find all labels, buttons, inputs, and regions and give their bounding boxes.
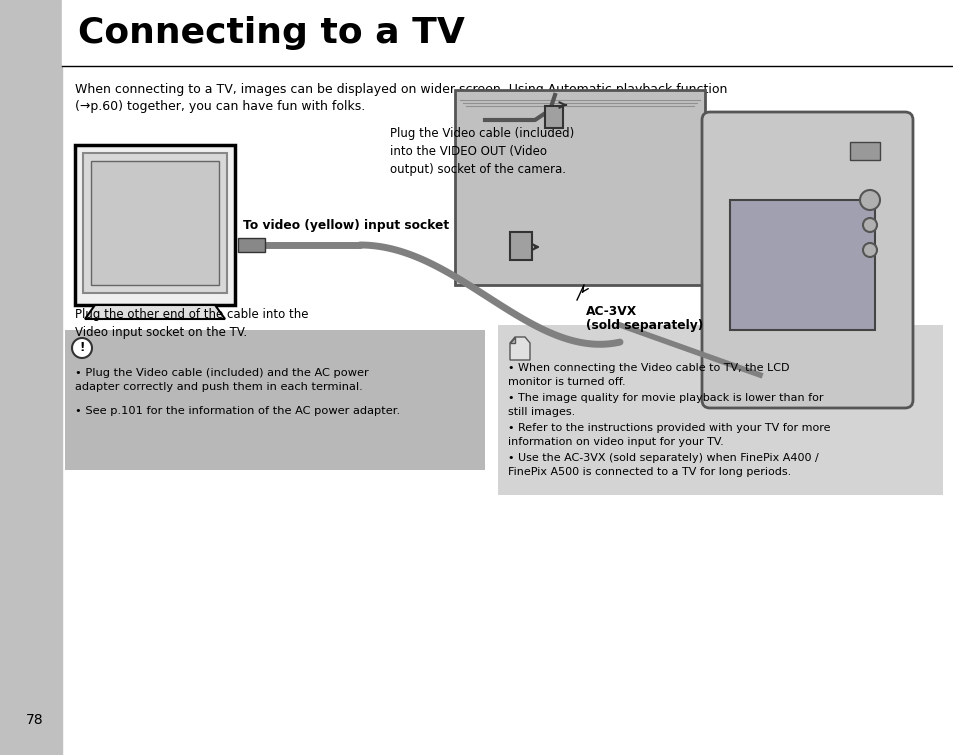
Text: 78: 78 [26, 713, 44, 727]
Circle shape [859, 190, 879, 210]
Polygon shape [85, 305, 225, 319]
Bar [62, 0, 953, 65]
Bar [544, 106, 562, 128]
Bar [75, 145, 234, 305]
Circle shape [71, 338, 91, 358]
Text: To video (yellow) input socket: To video (yellow) input socket [243, 218, 449, 232]
Bar [729, 200, 874, 330]
FancyBboxPatch shape [701, 112, 912, 408]
Bar [849, 142, 879, 160]
Polygon shape [510, 337, 530, 360]
Bar [455, 90, 704, 285]
Bar [83, 153, 227, 293]
Text: Plug the other end of the cable into the
Video input socket on the TV.: Plug the other end of the cable into the… [75, 308, 308, 339]
Text: !: ! [79, 341, 85, 355]
Text: • See p.101 for the information of the AC power adapter.: • See p.101 for the information of the A… [75, 406, 399, 416]
Polygon shape [510, 337, 515, 343]
Circle shape [862, 218, 876, 232]
Bar [65, 330, 484, 470]
Text: Plug the Video cable (included)
into the VIDEO OUT (Video
output) socket of the : Plug the Video cable (included) into the… [390, 127, 574, 176]
Circle shape [862, 243, 876, 257]
Text: (sold separately): (sold separately) [585, 319, 702, 332]
Text: • When connecting the Video cable to TV, the LCD
monitor is turned off.: • When connecting the Video cable to TV,… [507, 363, 789, 387]
Bar [497, 325, 942, 495]
Text: • Use the AC-3VX (sold separately) when FinePix A400 /
FinePix A500 is connected: • Use the AC-3VX (sold separately) when … [507, 453, 818, 476]
Text: Connecting to a TV: Connecting to a TV [78, 16, 464, 50]
Text: • The image quality for movie playback is lower than for
still images.: • The image quality for movie playback i… [507, 393, 822, 417]
Text: AC-3VX: AC-3VX [585, 305, 637, 318]
Text: When connecting to a TV, images can be displayed on wider screen. Using Automati: When connecting to a TV, images can be d… [75, 83, 726, 96]
Text: • Refer to the instructions provided with your TV for more
information on video : • Refer to the instructions provided wit… [507, 423, 830, 447]
Bar [510, 232, 532, 260]
Text: • Plug the Video cable (included) and the AC power
adapter correctly and push th: • Plug the Video cable (included) and th… [75, 368, 369, 392]
Bar [91, 161, 219, 285]
Bar [0, 0, 62, 755]
Bar [237, 238, 265, 252]
Text: (→p.60) together, you can have fun with folks.: (→p.60) together, you can have fun with … [75, 100, 365, 113]
